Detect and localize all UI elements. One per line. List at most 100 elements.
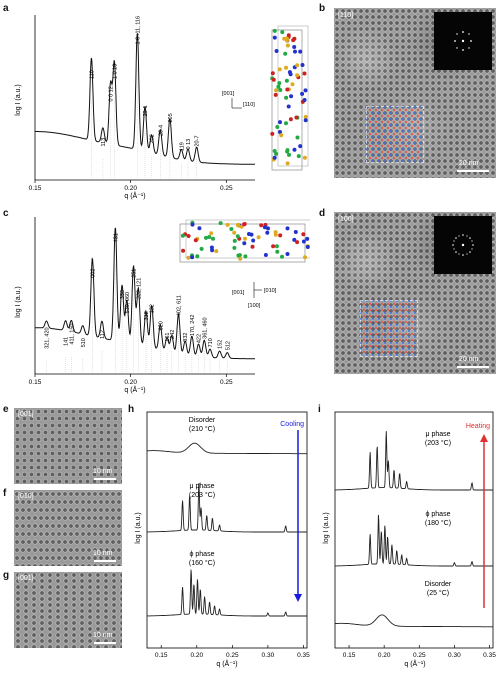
atom [218,221,223,226]
peak-label: 110 [89,70,95,79]
peak-label: 113 [101,138,107,147]
peak-label: 0 13 [186,139,192,150]
atom [300,91,305,96]
atom [211,236,215,241]
chart-i-trace-mu [335,431,493,491]
cooling-label: Cooling [280,421,304,428]
peak-label: 251 [132,269,138,278]
atom [238,256,243,261]
atom [232,245,237,250]
atom [279,133,284,138]
peak-label: 411, 150 [69,324,75,345]
peak-label: 152 [218,340,224,349]
tick-label: 0.35 [297,652,310,659]
atom [280,254,284,259]
tick-label: 0.20 [124,379,137,386]
peak-label: 431 [113,233,119,242]
tem-g-scalebar [94,642,116,644]
chart-i-trace-phi [335,514,493,567]
atom [303,88,308,93]
i-trace2-line1: Disorder [425,581,452,588]
atom [295,63,300,68]
panel-h-letter: h [128,404,135,415]
atom [292,147,297,152]
atom [242,222,246,227]
i-trace1-line1: ϕ phase [426,511,451,518]
chart-h-trace-disorder [146,442,307,455]
atom [265,230,270,235]
chart-h: log I (a.u.) 0.15 0.20 0.25 0.30 0.35 Disord… [135,411,310,668]
atom [274,151,279,156]
chart-c-trace [35,227,255,360]
chart-i: log I (a.u.) 0.15 0.20 0.25 0.30 0.35 μ phas… [323,411,496,668]
atom [193,238,198,243]
atom [291,38,296,43]
chart-i-xlabel: q (Å⁻¹) [404,659,425,668]
h-trace1-line2: (203 °C) [189,491,215,499]
axis-label-001: [001] [232,290,245,296]
atom [292,45,297,49]
atom [270,131,275,136]
tem-d-scalebar [457,366,489,368]
atom [296,154,301,159]
atom [263,253,268,257]
peak-label: 161 [165,333,171,342]
atom [275,249,280,254]
cooling-arrowhead [294,594,302,602]
peak-label: 20-7 [195,135,201,146]
atom [274,88,279,93]
tick-label: 0.15 [343,652,356,659]
peak-label: 512 [225,341,231,350]
atom [295,135,300,140]
atom [250,244,255,249]
peak-label: 422 [197,334,203,343]
atom [232,230,237,235]
atom [305,236,310,241]
atom [210,248,215,253]
h-trace0-line1: Disorder [189,417,216,424]
atom [284,65,288,70]
tem-e-scalebar [94,478,116,480]
atom [190,222,195,227]
atom [262,225,267,230]
atom [271,244,276,249]
peak-label: 112 [100,330,106,339]
unit-cell-c [179,219,310,263]
atom [251,238,256,243]
tick-label: 0.35 [483,652,496,659]
peak-label: 141 [64,337,70,346]
atom [204,235,208,240]
atom [285,161,290,166]
panel-c-letter: c [3,208,9,219]
atom [232,238,237,243]
atom [292,237,297,242]
atom [301,239,306,244]
atom [180,233,185,238]
tem-image-e: [001] 10 nm [14,408,122,484]
peak-label: 530, 060 [125,292,131,313]
fft-inset-d [434,216,492,274]
peak-label: 402, 611 [176,295,182,316]
panel-i-letter: i [318,404,321,415]
atom [273,232,278,237]
tem-image-d: [100] 20 nm [334,212,496,374]
tem-f-scalebar [94,560,116,562]
atom [278,130,282,134]
atom [303,118,308,123]
atom [256,235,261,240]
peak-label: 361, 460 [202,317,208,338]
atom [272,28,277,33]
atom [294,115,299,120]
atom [272,35,277,40]
i-trace0-line1: μ phase [425,431,450,438]
atom [303,114,308,119]
atom [274,49,279,53]
tem-d-zone-label: [100] [338,216,354,223]
atom [270,71,275,76]
atom [284,78,289,83]
chart-a: log I (a.u.) 0.15 0.20 0.25 110 113 0 0 12 1 … [15,15,309,200]
chart-c-xlabel: q (Å⁻¹) [124,385,145,394]
atom [277,67,282,72]
atom [235,234,240,239]
atom [283,51,288,56]
